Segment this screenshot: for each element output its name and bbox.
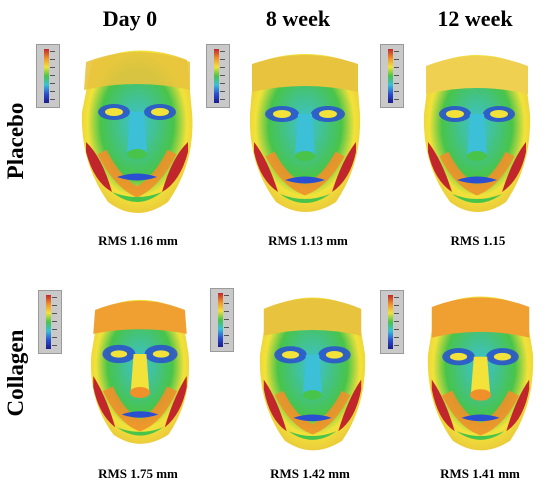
face-heatmap-image: [259, 297, 366, 451]
scale-tick: [394, 337, 399, 338]
rms-collagen-8week: RMS 1.42 mm: [270, 466, 350, 481]
scale-tick: [52, 313, 57, 314]
face-placebo-8week: [240, 42, 370, 227]
scale-tick: [52, 305, 57, 306]
rms-placebo-12week: RMS 1.15: [450, 233, 506, 248]
row-label-placebo: Placebo: [3, 102, 28, 180]
scale-tick: [394, 305, 399, 306]
face-heatmap-image: [427, 296, 534, 451]
face-heatmap-image: [81, 50, 193, 213]
scale-tick: [394, 59, 399, 60]
scale-tick: [224, 335, 229, 336]
column-header-day0: Day 0: [102, 6, 158, 31]
scale-tick: [220, 67, 225, 68]
color-scale-bar: [218, 293, 223, 347]
scale-tick: [50, 91, 55, 92]
scale-tick: [394, 345, 399, 346]
scale-tick: [394, 51, 399, 52]
column-header-12week: 12 week: [437, 6, 513, 31]
rms-collagen-day0: RMS 1.75 mm: [98, 466, 178, 481]
color-scale-legend: [38, 290, 62, 354]
color-scale-legend: [210, 288, 234, 352]
scale-tick: [394, 91, 399, 92]
rms-placebo-day0: RMS 1.16 mm: [98, 233, 178, 248]
color-scale-legend: [36, 44, 60, 108]
scale-tick: [52, 345, 57, 346]
scale-tick: [224, 327, 229, 328]
scale-tick: [394, 75, 399, 76]
scale-tick: [52, 329, 57, 330]
color-scale-legend: [206, 44, 230, 108]
scale-tick: [220, 83, 225, 84]
face-collagen-day0: [80, 288, 200, 458]
scale-tick: [224, 319, 229, 320]
rms-placebo-8week: RMS 1.13 mm: [268, 233, 348, 248]
face-collagen-12week: [418, 286, 543, 463]
scale-tick: [52, 321, 57, 322]
row-label-collagen: Collagen: [3, 329, 28, 417]
scale-tick: [220, 91, 225, 92]
scale-tick: [224, 311, 229, 312]
color-scale-bar: [214, 49, 219, 103]
scale-tick: [224, 295, 229, 296]
scale-tick: [50, 83, 55, 84]
color-scale-legend: [380, 290, 404, 354]
face-heatmap-image: [249, 54, 361, 212]
rms-collagen-12week: RMS 1.41 mm: [440, 466, 520, 481]
scale-tick: [50, 59, 55, 60]
scale-tick: [52, 297, 57, 298]
scale-tick: [50, 67, 55, 68]
scale-tick: [220, 59, 225, 60]
color-scale-bar: [388, 49, 393, 103]
scale-tick: [50, 75, 55, 76]
scale-tick: [394, 321, 399, 322]
column-header-8week: 8 week: [265, 6, 331, 31]
face-placebo-12week: [412, 42, 542, 227]
scale-tick: [394, 297, 399, 298]
face-heatmap-image: [90, 299, 190, 444]
scale-tick: [50, 51, 55, 52]
scale-tick: [394, 67, 399, 68]
scale-tick: [394, 99, 399, 100]
scale-tick: [52, 337, 57, 338]
color-scale-bar: [388, 295, 393, 349]
color-scale-bar: [44, 49, 49, 103]
scale-tick: [50, 99, 55, 100]
scale-tick: [220, 51, 225, 52]
scale-tick: [220, 75, 225, 76]
scale-tick: [220, 99, 225, 100]
face-placebo-day0: [72, 42, 202, 227]
scale-tick: [224, 343, 229, 344]
face-collagen-8week: [250, 286, 375, 463]
color-scale-bar: [46, 295, 51, 349]
color-scale-legend: [380, 44, 404, 108]
scale-tick: [394, 329, 399, 330]
scale-tick: [394, 313, 399, 314]
scale-tick: [224, 303, 229, 304]
face-heatmap-image: [423, 55, 531, 212]
scale-tick: [394, 83, 399, 84]
